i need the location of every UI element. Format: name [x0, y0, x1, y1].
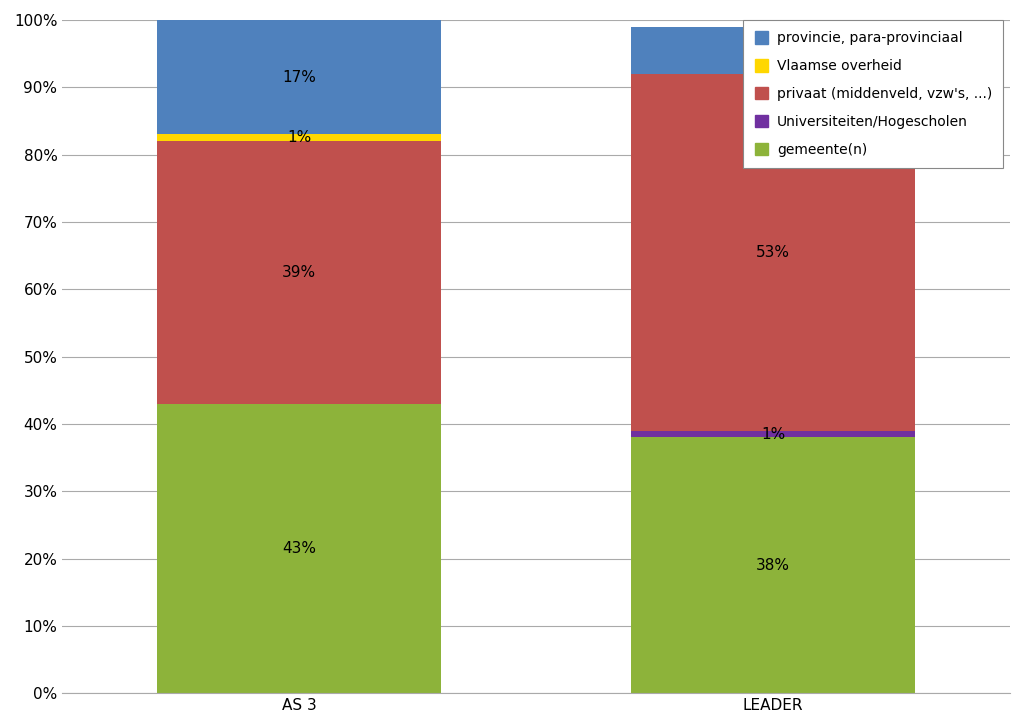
Text: 17%: 17%	[283, 70, 316, 84]
Bar	[157, 141, 441, 403]
Bar	[157, 134, 441, 141]
Legend: provincie, para-provinciaal, Vlaamse overheid, privaat (middenveld, vzw's, ...),: provincie, para-provinciaal, Vlaamse ove…	[743, 20, 1004, 168]
Text: 7%: 7%	[761, 43, 785, 57]
Text: 39%: 39%	[283, 265, 316, 280]
Text: 43%: 43%	[283, 541, 316, 556]
Text: 38%: 38%	[756, 558, 791, 573]
Text: 53%: 53%	[756, 245, 791, 260]
Bar	[157, 20, 441, 134]
Text: 1%: 1%	[761, 427, 785, 441]
Bar	[631, 430, 915, 438]
Bar	[157, 403, 441, 694]
Text: 1%: 1%	[287, 130, 311, 145]
Bar	[631, 27, 915, 73]
Bar	[631, 438, 915, 694]
Bar	[631, 73, 915, 430]
